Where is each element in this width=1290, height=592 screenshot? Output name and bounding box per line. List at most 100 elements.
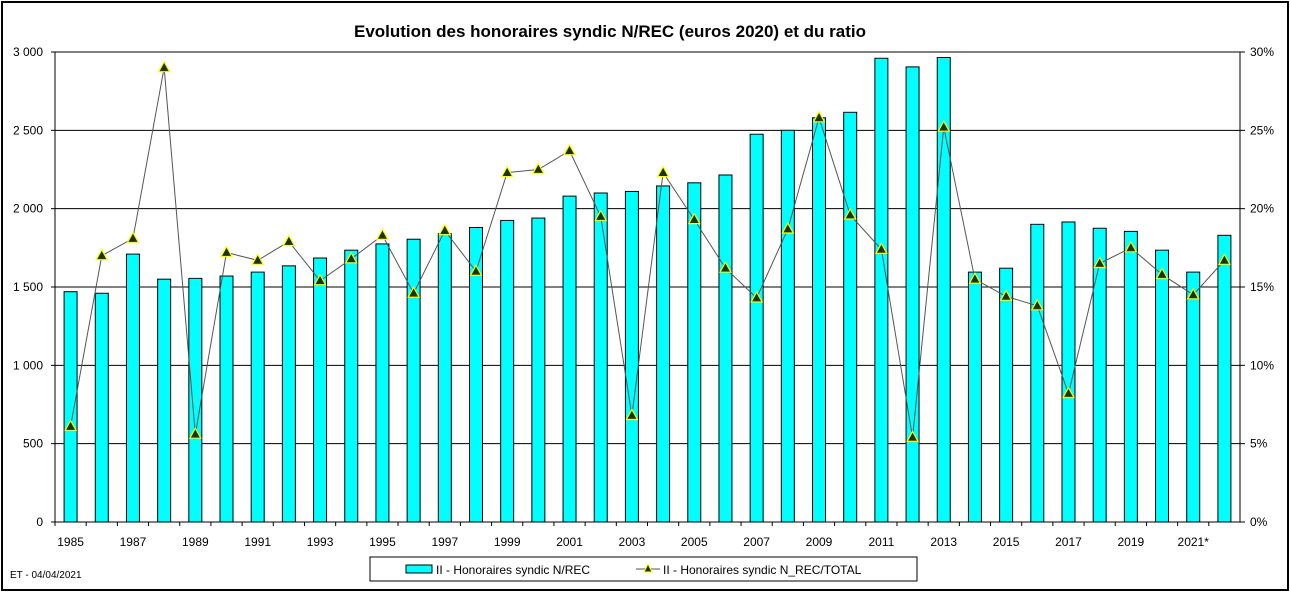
- bar-2020: [1155, 249, 1170, 523]
- bar-2019: [1123, 230, 1138, 523]
- x-tick-label: 2003: [619, 535, 646, 549]
- ratio-marker-2020: [1155, 267, 1169, 280]
- ratio-marker-1989: [188, 427, 202, 439]
- bar-2001: [562, 195, 577, 523]
- x-tick-label: 1987: [120, 535, 147, 549]
- legend-label-line: II - Honoraires syndic N_REC/TOTAL: [663, 563, 862, 577]
- x-tick-label: 2001: [556, 535, 583, 549]
- ratio-marker-2012: [906, 430, 920, 442]
- y-left-tick-label: 1 000: [13, 358, 43, 372]
- x-tick-label: 1989: [182, 535, 209, 549]
- bar-2014: [967, 271, 982, 523]
- ratio-marker-1998: [469, 264, 483, 276]
- ratio-marker-1992: [282, 234, 296, 247]
- x-tick-label: 1993: [307, 535, 334, 549]
- y-right-tick-label: 20%: [1250, 202, 1274, 216]
- x-tick-label: 2013: [930, 535, 957, 549]
- ratio-marker-2006: [718, 260, 732, 273]
- bar-2017: [1061, 221, 1076, 523]
- bar-1994: [344, 249, 359, 523]
- bar-2010: [843, 111, 858, 523]
- ratio-marker-2005: [687, 212, 701, 225]
- bar-2021*: [1186, 271, 1201, 523]
- legend-label-bar: II - Honoraires syndic N/REC: [436, 563, 590, 577]
- ratio-marker-2019: [1124, 240, 1138, 253]
- ratio-marker-2008: [781, 221, 795, 234]
- bar-2005: [687, 182, 702, 523]
- legend-marker-icon: [643, 562, 653, 573]
- bar-2015: [999, 267, 1014, 523]
- y-right-tick-label: 0%: [1250, 515, 1268, 529]
- x-tick-label: 2009: [806, 535, 833, 549]
- ratio-marker-1994: [344, 251, 358, 264]
- ratio-marker-2001: [563, 143, 577, 156]
- x-tick-label: 2011: [868, 535, 894, 549]
- ratio-marker-1985: [64, 419, 78, 432]
- bar-1995: [375, 243, 390, 523]
- ratio-marker-2022: [1217, 253, 1231, 265]
- bar-1990: [219, 275, 234, 523]
- x-tick-label: 1985: [57, 535, 84, 549]
- ratio-marker-2009: [812, 110, 826, 123]
- y-left-tick-label: 2 500: [13, 123, 43, 137]
- bar-2007: [749, 133, 764, 523]
- y-right-tick-label: 5%: [1250, 437, 1268, 451]
- y-right-tick-label: 10%: [1250, 358, 1274, 372]
- ratio-marker-2000: [531, 162, 545, 175]
- bar-2009: [812, 117, 827, 523]
- ratio-marker-2017: [1061, 386, 1076, 399]
- ratio-marker-1988: [157, 60, 171, 73]
- ratio-marker-2015: [999, 289, 1013, 301]
- ratio-marker-2002: [594, 209, 608, 222]
- ratio-marker-2007: [750, 290, 764, 303]
- bar-2012: [905, 66, 920, 523]
- ratio-marker-2010: [843, 207, 857, 220]
- ratio-line: [70, 67, 1225, 438]
- ratio-marker-2013: [937, 119, 951, 132]
- bar-2003: [624, 190, 639, 523]
- footnote: ET - 04/04/2021: [10, 570, 82, 581]
- x-tick-label: 1991: [244, 535, 271, 549]
- bar-1987: [125, 253, 140, 523]
- chart-title: Evolution des honoraires syndic N/REC (e…: [354, 22, 866, 41]
- y-right-tick-label: 30%: [1250, 45, 1274, 59]
- bar-2004: [656, 185, 671, 523]
- ratio-marker-1993: [313, 273, 327, 286]
- y-right-tick-label: 25%: [1250, 123, 1274, 137]
- y-left-tick-label: 0: [36, 515, 43, 529]
- bar-2008: [780, 129, 795, 523]
- y-right-tick-label: 15%: [1250, 280, 1274, 294]
- bar-1996: [406, 238, 421, 523]
- bar-1986: [94, 292, 109, 523]
- x-tick-label: 1995: [369, 535, 396, 549]
- bar-1989: [188, 277, 203, 523]
- bar-1999: [500, 219, 515, 523]
- ratio-marker-1999: [500, 165, 514, 178]
- ratio-marker-1987: [126, 231, 140, 244]
- x-tick-label: 2021*: [1178, 535, 1210, 549]
- bar-1991: [250, 271, 265, 523]
- bar-2022: [1217, 234, 1232, 523]
- ratio-marker-1991: [251, 253, 265, 265]
- ratio-marker-1990: [219, 245, 234, 258]
- x-tick-label: 2015: [993, 535, 1020, 549]
- ratio-marker-2018: [1093, 256, 1107, 269]
- ratio-marker-1997: [438, 223, 452, 236]
- ratio-marker-2011: [874, 242, 888, 254]
- ratio-marker-2021*: [1186, 287, 1200, 300]
- y-left-tick-label: 1 500: [13, 280, 43, 294]
- ratio-marker-2004: [656, 165, 670, 178]
- x-tick-label: 2019: [1118, 535, 1145, 549]
- ratio-marker-1986: [95, 248, 109, 261]
- y-left-tick-label: 500: [23, 437, 43, 451]
- ratio-marker-1995: [375, 228, 389, 240]
- bar-1988: [157, 278, 172, 523]
- x-tick-label: 2017: [1055, 535, 1082, 549]
- y-left-tick-label: 2 000: [13, 202, 43, 216]
- bar-2000: [531, 217, 546, 523]
- legend-bar-swatch: [405, 564, 433, 574]
- x-tick-label: 2007: [743, 535, 770, 549]
- bar-1997: [437, 233, 452, 523]
